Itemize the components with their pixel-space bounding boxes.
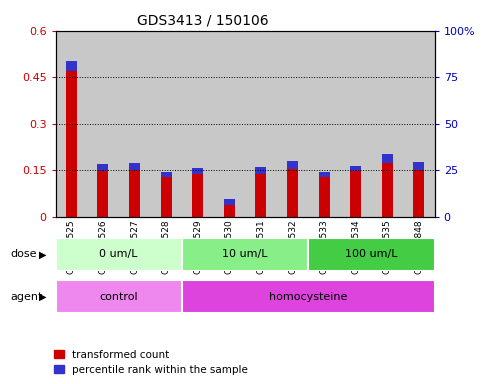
Bar: [319, 172, 329, 177]
Bar: [308, 238, 435, 271]
Bar: [308, 31, 340, 217]
Text: control: control: [99, 291, 138, 302]
Bar: [182, 280, 435, 313]
Bar: [224, 205, 235, 217]
Bar: [66, 71, 77, 217]
Bar: [245, 31, 277, 217]
Bar: [287, 162, 298, 169]
Bar: [161, 177, 171, 217]
Bar: [182, 31, 213, 217]
Bar: [340, 31, 371, 217]
Bar: [129, 163, 140, 170]
Text: agent: agent: [11, 291, 43, 302]
Text: 0 um/L: 0 um/L: [99, 249, 138, 260]
Bar: [382, 154, 393, 163]
Text: GDS3413 / 150106: GDS3413 / 150106: [137, 13, 269, 27]
Bar: [150, 31, 182, 217]
Bar: [413, 162, 425, 170]
Bar: [350, 166, 361, 171]
Bar: [56, 31, 87, 217]
Bar: [192, 174, 203, 217]
Bar: [350, 171, 361, 217]
Text: homocysteine: homocysteine: [269, 291, 347, 302]
Bar: [319, 177, 329, 217]
Bar: [98, 171, 109, 217]
Bar: [56, 238, 182, 271]
Bar: [382, 163, 393, 217]
Bar: [129, 170, 140, 217]
Text: ▶: ▶: [39, 249, 46, 260]
Bar: [371, 31, 403, 217]
Bar: [119, 31, 150, 217]
Legend: transformed count, percentile rank within the sample: transformed count, percentile rank withi…: [54, 350, 248, 375]
Bar: [403, 31, 435, 217]
Bar: [413, 170, 425, 217]
Bar: [256, 174, 267, 217]
Text: ▶: ▶: [39, 291, 46, 302]
Bar: [56, 280, 182, 313]
Text: 10 um/L: 10 um/L: [222, 249, 268, 260]
Bar: [287, 169, 298, 217]
Bar: [161, 172, 171, 177]
Bar: [192, 168, 203, 174]
Text: 100 um/L: 100 um/L: [345, 249, 398, 260]
Bar: [98, 164, 109, 171]
Bar: [224, 199, 235, 205]
Bar: [182, 238, 308, 271]
Bar: [277, 31, 308, 217]
Bar: [66, 61, 77, 71]
Bar: [256, 167, 267, 174]
Bar: [213, 31, 245, 217]
Text: dose: dose: [11, 249, 37, 260]
Bar: [87, 31, 119, 217]
